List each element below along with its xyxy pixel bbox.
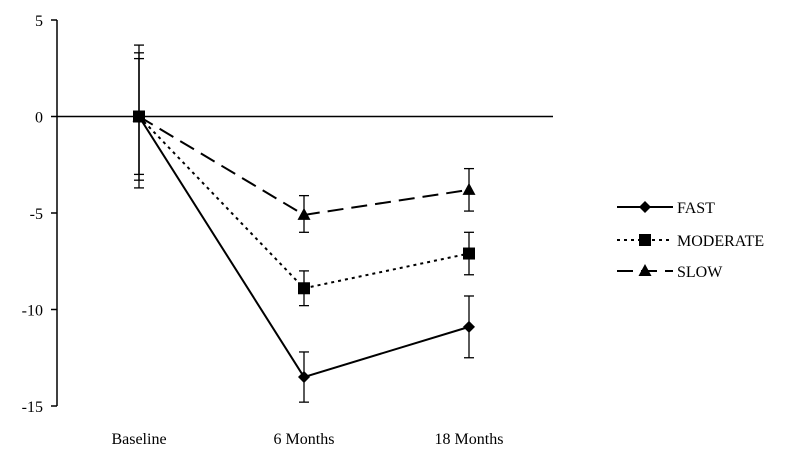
legend: FAST MODERATE SLOW	[617, 200, 764, 281]
y-tick-label: -15	[22, 399, 43, 416]
data-point	[298, 371, 310, 384]
data-point	[463, 247, 475, 260]
data-point	[463, 320, 475, 333]
series-slow	[132, 57, 476, 233]
y-tick-label: 0	[35, 110, 43, 127]
x-tick-label: 18 Months	[435, 431, 504, 448]
y-tick-label: -10	[22, 303, 43, 320]
data-point	[132, 109, 146, 122]
data-point	[298, 282, 310, 295]
plot-area	[132, 44, 476, 403]
legend-label: SLOW	[677, 264, 723, 281]
data-point	[297, 207, 311, 220]
y-tick-label: -5	[30, 206, 43, 223]
x-tick-label: Baseline	[111, 431, 166, 448]
data-point	[462, 182, 476, 195]
series-moderate	[133, 52, 475, 307]
legend-item-slow: SLOW	[617, 264, 723, 281]
legend-item-moderate: MODERATE	[617, 233, 764, 250]
y-tick-label: 5	[35, 13, 43, 30]
x-tick-label: 6 Months	[274, 431, 335, 448]
legend-label: MODERATE	[677, 233, 764, 250]
legend-marker	[638, 264, 652, 276]
axes: 5 0 -5 -10 -15 Baseline 6 Months 18 Months	[22, 13, 553, 448]
series-line	[138, 115, 470, 379]
legend-marker	[639, 234, 651, 246]
legend-marker	[639, 201, 651, 213]
legend-item-fast: FAST	[617, 200, 715, 217]
legend-label: FAST	[677, 200, 715, 217]
